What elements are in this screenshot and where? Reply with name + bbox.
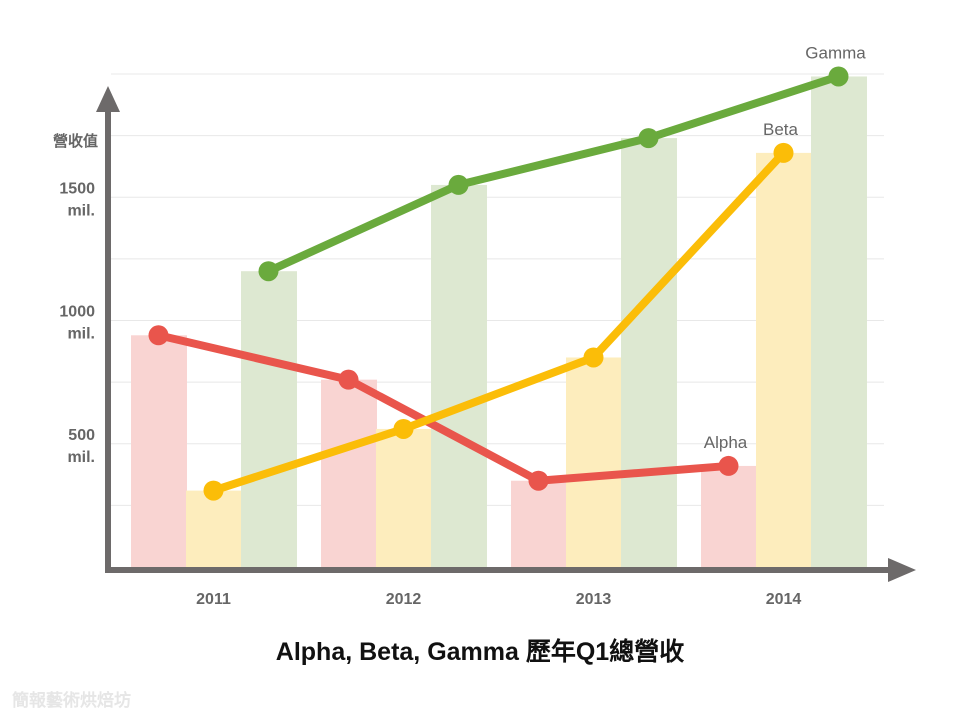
x-tick-label-2011: 2011 [196,591,231,608]
bar-beta-2011 [186,490,242,567]
point-alpha-2012 [338,369,359,390]
y-tick-label: 1000 [59,304,95,321]
bar-alpha-2013 [511,480,567,567]
series-label-beta: Beta [763,120,799,139]
x-tick-label-2012: 2012 [386,591,422,608]
grid-lines [111,73,884,506]
bar-alpha-2011 [131,335,187,567]
x-tick-label-2013: 2013 [576,591,612,608]
chart-title: Alpha, Beta, Gamma 歷年Q1總營收 [275,638,685,666]
x-tick-label-2014: 2014 [766,591,802,608]
bar-beta-2012 [376,428,432,567]
series-label-alpha: Alpha [704,433,748,452]
series-labels: Alpha Beta Gamma [704,43,867,451]
series-label-gamma: Gamma [805,43,866,62]
y-axis-label: 營收值 [53,132,98,150]
bar-alpha-2012 [321,379,377,567]
point-alpha-2011 [148,325,169,346]
y-tick-unit: mil. [67,202,95,219]
x-axis-arrow [888,558,916,582]
bar-gamma-2013 [621,138,677,567]
point-alpha-2013 [528,470,549,491]
y-axis-arrow [96,86,120,112]
y-tick-unit: mil. [67,449,95,466]
point-beta-2013 [583,347,604,368]
y-tick-unit: mil. [67,326,95,343]
point-gamma-2013 [638,128,659,149]
watermark: 簡報藝術烘焙坊 [12,691,131,710]
point-alpha-2014 [718,455,739,476]
bar-beta-2013 [566,357,622,567]
bar-alpha-2014 [701,465,757,567]
series-lines [157,72,840,495]
line-gamma [266,72,840,275]
y-tick-labels: 500 mil. 1000 mil. 1500 mil. [59,180,95,466]
point-gamma-2012 [448,174,469,195]
x-tick-labels: 2011 2012 2013 2014 [196,591,801,608]
point-beta-2012 [393,418,414,439]
point-beta-2011 [203,480,224,501]
point-gamma-2014 [828,66,849,87]
point-gamma-2011 [258,261,279,282]
point-beta-2014 [773,142,794,163]
y-tick-label: 500 [68,427,95,444]
y-tick-label: 1500 [59,180,95,197]
bar-gamma-2011 [241,271,297,567]
bar-gamma-2012 [431,184,487,568]
series-points [148,66,849,501]
line-beta [212,150,787,495]
bars [131,76,867,568]
axes [96,86,916,582]
bar-gamma-2014 [811,76,867,567]
line-alpha [157,331,729,485]
bar-beta-2014 [756,152,812,567]
